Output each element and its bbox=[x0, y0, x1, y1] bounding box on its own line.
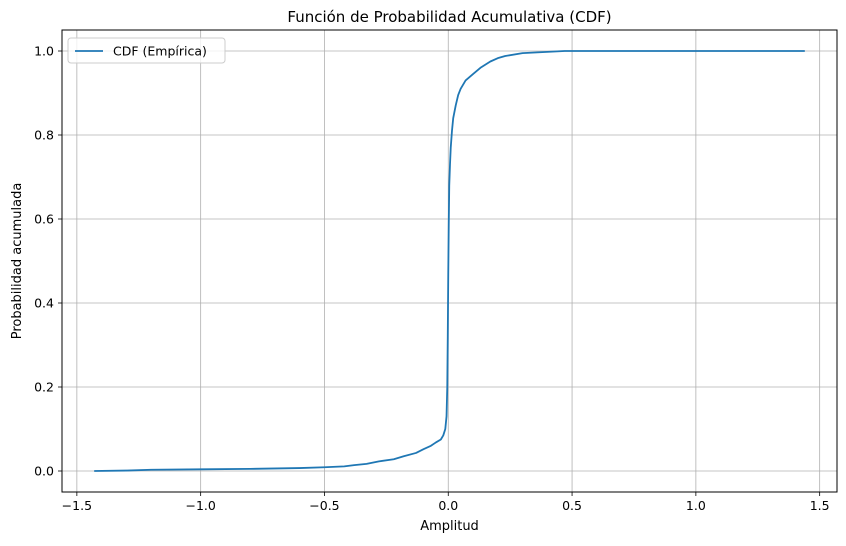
chart-title: Función de Probabilidad Acumulativa (CDF… bbox=[287, 8, 611, 26]
y-tick-label: 0.0 bbox=[34, 464, 54, 479]
x-axis-title: Amplitud bbox=[420, 519, 479, 534]
y-tick-label: 0.4 bbox=[34, 296, 54, 311]
y-tick-label: 0.8 bbox=[34, 128, 54, 143]
x-tick-label: −1.5 bbox=[62, 498, 92, 513]
x-tick-label: −1.0 bbox=[185, 498, 215, 513]
y-tick-label: 0.6 bbox=[34, 212, 54, 227]
y-tick-label: 1.0 bbox=[34, 44, 54, 59]
x-tick-label: −0.5 bbox=[309, 498, 339, 513]
x-tick-label: 0.5 bbox=[562, 498, 582, 513]
ticks: −1.5 −1.0 −0.5 0.0 0.5 1.0 1.5 0.0 0.2 0.4 0.6 0.8 1… bbox=[34, 44, 830, 514]
x-tick-label: 0.0 bbox=[438, 498, 458, 513]
y-tick-label: 0.2 bbox=[34, 380, 54, 395]
legend-box bbox=[67, 37, 226, 64]
legend-label: CDF (Empírica) bbox=[113, 44, 207, 59]
series-layer bbox=[94, 50, 805, 472]
x-tick-label: 1.0 bbox=[686, 498, 706, 513]
x-tick-label: 1.5 bbox=[810, 498, 830, 513]
plot-frame bbox=[61, 29, 838, 493]
legend: CDF (Empírica) bbox=[67, 37, 226, 64]
y-axis-title: Probabilidad acumulada bbox=[10, 183, 25, 340]
cdf-line bbox=[94, 50, 805, 472]
grid bbox=[62, 30, 837, 492]
